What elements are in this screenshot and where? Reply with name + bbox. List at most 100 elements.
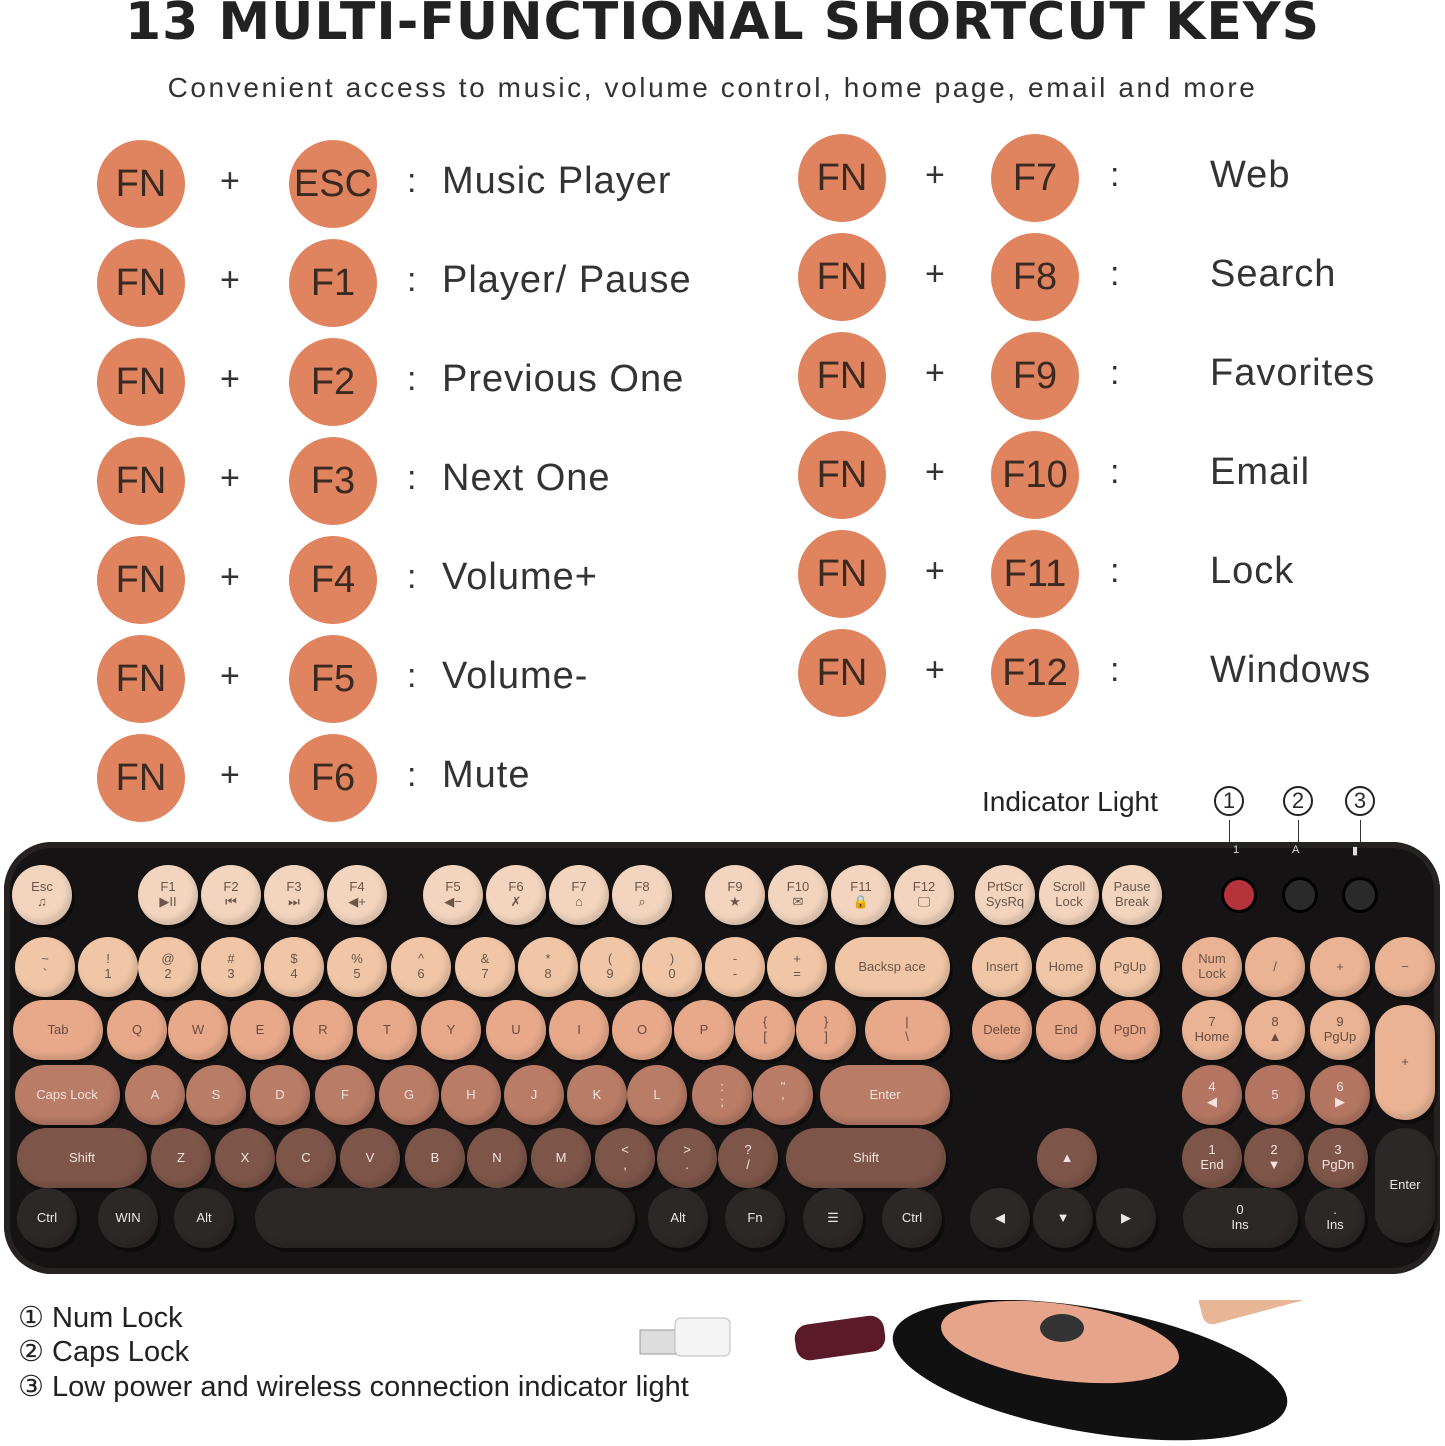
key-t[interactable]: T xyxy=(357,1000,417,1060)
key-ctrl[interactable]: Ctrl xyxy=(17,1188,77,1248)
key-symbol[interactable]: }] xyxy=(796,1000,856,1060)
key-n[interactable]: N xyxy=(467,1128,527,1188)
key-q[interactable]: Q xyxy=(107,1000,167,1060)
key-b[interactable]: B xyxy=(405,1128,465,1188)
key-shift[interactable]: Shift xyxy=(786,1128,946,1188)
key-shift[interactable]: Shift xyxy=(17,1128,147,1188)
key-4[interactable]: 4 ◀ xyxy=(1182,1065,1242,1125)
key-fn[interactable]: Fn xyxy=(725,1188,785,1248)
key-symbol[interactable]: / xyxy=(1245,937,1305,997)
key-symbol[interactable]: . Ins xyxy=(1305,1188,1365,1248)
key-symbol[interactable]: & 7 xyxy=(455,937,515,997)
key-symbol[interactable]: {[ xyxy=(735,1000,795,1060)
key-symbol[interactable]: | \ xyxy=(864,1000,950,1060)
key-d[interactable]: D xyxy=(250,1065,310,1125)
key-p[interactable]: P xyxy=(674,1000,734,1060)
key-symbol[interactable]: ☰ xyxy=(803,1188,863,1248)
key-a[interactable]: A xyxy=(125,1065,185,1125)
key-s[interactable]: S xyxy=(186,1065,246,1125)
key-e[interactable]: E xyxy=(230,1000,290,1060)
key-pause[interactable]: Pause Break xyxy=(1102,865,1162,925)
key-symbol[interactable]: :; xyxy=(692,1065,752,1125)
key-6[interactable]: 6 ▶ xyxy=(1310,1065,1370,1125)
key-symbol[interactable]: ▲ xyxy=(1037,1128,1097,1188)
key-num[interactable]: Num Lock xyxy=(1182,937,1242,997)
key-f7[interactable]: F7 ⌂ xyxy=(549,865,609,925)
key-prtscr[interactable]: PrtScr SysRq xyxy=(975,865,1035,925)
key-symbol[interactable]: ! 1 xyxy=(78,937,138,997)
key-symbol[interactable]: ^ 6 xyxy=(391,937,451,997)
key-pgdn[interactable]: PgDn xyxy=(1100,1000,1160,1060)
key-f5[interactable]: F5 ◀− xyxy=(423,865,483,925)
key-z[interactable]: Z xyxy=(151,1128,211,1188)
key-symbol[interactable]: -- xyxy=(705,937,765,997)
key-symbol[interactable]: * 8 xyxy=(518,937,578,997)
key-f2[interactable]: F2 ⏮ xyxy=(201,865,261,925)
key-k[interactable]: K xyxy=(567,1065,627,1125)
key-tab[interactable]: Tab xyxy=(13,1000,103,1060)
key-f11[interactable]: F11 🔒 xyxy=(831,865,891,925)
key-symbol[interactable]: ▶ xyxy=(1096,1188,1156,1248)
key-f12[interactable]: F12 🖵 xyxy=(894,865,954,925)
key-backspace[interactable]: Backsp ace xyxy=(834,937,950,997)
key-ctrl[interactable]: Ctrl xyxy=(882,1188,942,1248)
key-y[interactable]: Y xyxy=(421,1000,481,1060)
key-symbol[interactable]: #3 xyxy=(201,937,261,997)
key-symbol[interactable]: ▼ xyxy=(1033,1188,1093,1248)
key-insert[interactable]: Insert xyxy=(972,937,1032,997)
key-enter[interactable]: Enter xyxy=(820,1065,950,1125)
key-alt[interactable]: Alt xyxy=(174,1188,234,1248)
key-alt[interactable]: Alt xyxy=(648,1188,708,1248)
key-f6[interactable]: F6 ✗ xyxy=(486,865,546,925)
key-symbol[interactable]: <, xyxy=(595,1128,655,1188)
key-f8[interactable]: F8 ⌕ xyxy=(612,865,672,925)
key-f3[interactable]: F3 ⏭ xyxy=(264,865,324,925)
key-esc[interactable]: Esc ♫ xyxy=(12,865,72,925)
key-w[interactable]: W xyxy=(168,1000,228,1060)
key-0[interactable]: 0 Ins xyxy=(1182,1188,1298,1248)
key-3[interactable]: 3 PgDn xyxy=(1308,1128,1368,1188)
key-v[interactable]: V xyxy=(340,1128,400,1188)
key-m[interactable]: M xyxy=(531,1128,591,1188)
key-symbol[interactable]: >. xyxy=(657,1128,717,1188)
key-1[interactable]: 1 End xyxy=(1182,1128,1242,1188)
key-c[interactable]: C xyxy=(276,1128,336,1188)
key-f1[interactable]: F1 ▶II xyxy=(138,865,198,925)
key-pgup[interactable]: PgUp xyxy=(1100,937,1160,997)
key-f[interactable]: F xyxy=(315,1065,375,1125)
key-7[interactable]: 7 Home xyxy=(1182,1000,1242,1060)
key-symbol[interactable]: " ' xyxy=(753,1065,813,1125)
key-x[interactable]: X xyxy=(215,1128,275,1188)
key-symbol[interactable]: + xyxy=(1310,937,1370,997)
key-f4[interactable]: F4 ◀+ xyxy=(327,865,387,925)
key-symbol[interactable]: + = xyxy=(767,937,827,997)
key-5[interactable]: 5 xyxy=(1245,1065,1305,1125)
key-f9[interactable]: F9 ★ xyxy=(705,865,765,925)
key-g[interactable]: G xyxy=(379,1065,439,1125)
key-home[interactable]: Home xyxy=(1036,937,1096,997)
spacebar-key[interactable] xyxy=(255,1188,635,1248)
key-2[interactable]: 2 ▼ xyxy=(1244,1128,1304,1188)
key-delete[interactable]: Delete xyxy=(972,1000,1032,1060)
key-u[interactable]: U xyxy=(486,1000,546,1060)
key-enter[interactable]: Enter xyxy=(1375,1127,1435,1243)
key-scroll[interactable]: Scroll Lock xyxy=(1039,865,1099,925)
key-symbol[interactable]: − xyxy=(1375,937,1435,997)
key-symbol[interactable]: % 5 xyxy=(327,937,387,997)
key-symbol[interactable]: ) 0 xyxy=(642,937,702,997)
key-8[interactable]: 8 ▲ xyxy=(1245,1000,1305,1060)
key-r[interactable]: R xyxy=(293,1000,353,1060)
key-win[interactable]: WIN xyxy=(98,1188,158,1248)
key-capslock[interactable]: Caps Lock xyxy=(14,1065,120,1125)
key-end[interactable]: End xyxy=(1036,1000,1096,1060)
key-symbol[interactable]: ◀ xyxy=(970,1188,1030,1248)
key-i[interactable]: I xyxy=(549,1000,609,1060)
key-9[interactable]: 9 PgUp xyxy=(1310,1000,1370,1060)
key-symbol[interactable]: ? / xyxy=(718,1128,778,1188)
key-symbol[interactable]: + xyxy=(1375,1004,1435,1120)
key-symbol[interactable]: @2 xyxy=(138,937,198,997)
key-symbol[interactable]: $4 xyxy=(264,937,324,997)
key-symbol[interactable]: (9 xyxy=(580,937,640,997)
key-h[interactable]: H xyxy=(441,1065,501,1125)
key-f10[interactable]: F10 ✉ xyxy=(768,865,828,925)
